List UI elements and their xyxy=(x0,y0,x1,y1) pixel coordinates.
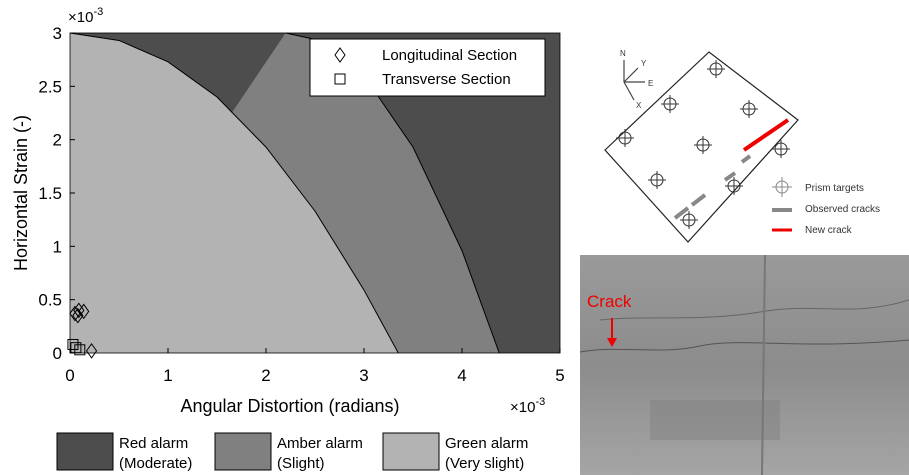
x-tick-label: 5 xyxy=(555,366,564,385)
y-tick-label: 2.5 xyxy=(38,77,62,96)
figure: 0 1 2 3 4 5 0 0.5 1 1.5 2 2.5 3 Angular Distortion (r… xyxy=(0,0,909,475)
compass-label: E xyxy=(648,79,653,88)
region-swatch xyxy=(215,433,271,470)
region-swatch xyxy=(57,433,113,470)
compass-label: N xyxy=(620,49,626,58)
x-axis-label: Angular Distortion (radians) xyxy=(180,396,399,416)
legend-label: Transverse Section xyxy=(382,71,511,88)
axis-multiplier: ×10-3 xyxy=(510,396,545,416)
region-note: (Moderate) xyxy=(119,455,192,472)
diagram-legend-label: New crack xyxy=(805,225,853,236)
site-diagram xyxy=(605,52,798,242)
photo-annotation: Crack xyxy=(587,292,632,311)
y-axis-label: Horizontal Strain (-) xyxy=(11,115,31,271)
x-tick-label: 3 xyxy=(359,366,368,385)
y-tick-label: 1.5 xyxy=(38,184,62,203)
multiplier-base: ×10 xyxy=(510,399,535,416)
x-tick-label: 1 xyxy=(163,366,172,385)
y-tick-label: 3 xyxy=(53,24,62,43)
region-name: Red alarm xyxy=(119,435,188,452)
region-swatch xyxy=(383,433,439,470)
x-tick-label: 4 xyxy=(457,366,466,385)
y-tick-label: 1 xyxy=(53,237,62,256)
multiplier-exponent: -3 xyxy=(93,6,103,18)
x-tick-label: 2 xyxy=(261,366,270,385)
diagram-legend-label: Observed cracks xyxy=(805,204,880,215)
multiplier-base: ×10 xyxy=(68,9,93,26)
x-tick-label: 0 xyxy=(65,366,74,385)
y-tick-label: 2 xyxy=(53,131,62,150)
y-tick-label: 0 xyxy=(53,344,62,363)
multiplier-exponent: -3 xyxy=(535,396,545,408)
compass-label: X xyxy=(636,101,642,110)
region-note: (Slight) xyxy=(277,455,325,472)
diagram-legend-label: Prism targets xyxy=(805,183,864,194)
axis-multiplier: ×10-3 xyxy=(68,6,103,26)
page: 0 1 2 3 4 5 0 0.5 1 1.5 2 2.5 3 Angular Distortion (r… xyxy=(0,0,909,475)
legend-label: Longitudinal Section xyxy=(382,47,517,64)
region-name: Amber alarm xyxy=(277,435,363,452)
region-name: Green alarm xyxy=(445,435,528,452)
y-tick-label: 0.5 xyxy=(38,291,62,310)
compass-label: Y xyxy=(641,59,647,68)
region-note: (Very slight) xyxy=(445,455,524,472)
crack-photo xyxy=(580,255,909,475)
